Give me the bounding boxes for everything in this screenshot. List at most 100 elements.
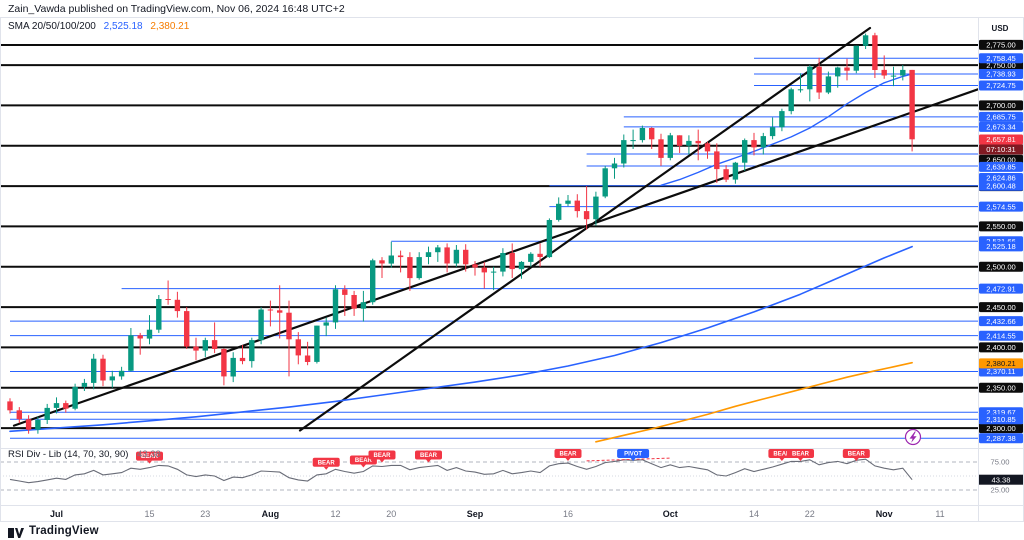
sma-slow-axis-label: 2,380.21 — [979, 358, 1023, 369]
svg-text:2,600.48: 2,600.48 — [986, 181, 1016, 190]
bear-tag: BEAR — [415, 450, 442, 463]
currency-label: USD — [992, 24, 1009, 33]
svg-text:2,500.00: 2,500.00 — [986, 262, 1016, 271]
price-level-label: 2,500.00 — [979, 261, 1023, 272]
price-level-label: 2,350.00 — [979, 382, 1023, 393]
svg-text:2,724.75: 2,724.75 — [986, 81, 1016, 90]
svg-text:12: 12 — [330, 509, 340, 519]
candles-layer — [7, 32, 915, 434]
tradingview-brand[interactable]: TradingView — [29, 525, 99, 537]
svg-text:14: 14 — [749, 509, 759, 519]
current-price-label: 2,657.81 — [979, 134, 1023, 145]
indicator-title: SMA 20/50/100/200 — [8, 21, 96, 32]
svg-text:2,450.00: 2,450.00 — [986, 303, 1016, 312]
svg-text:2,624.86: 2,624.86 — [986, 174, 1016, 183]
svg-text:BEAR: BEAR — [355, 458, 373, 464]
rsi-divergence-line — [586, 457, 671, 462]
svg-text:2,574.55: 2,574.55 — [986, 202, 1016, 211]
svg-text:2,380.21: 2,380.21 — [986, 359, 1016, 368]
svg-text:16: 16 — [563, 509, 573, 519]
svg-text:43.38: 43.38 — [991, 475, 1010, 484]
time-axis[interactable]: Jul 15 23 Aug 12 20 Sep 16 Oct 14 22 Nov 11 — [50, 509, 945, 519]
sma-orange-value: 2,380.21 — [150, 21, 190, 32]
sma-fast-line — [660, 73, 913, 187]
countdown-label: 07:10:31 — [979, 144, 1023, 155]
price-line-label: 2,673.34 — [979, 121, 1023, 132]
price-line-label: 2,758.45 — [979, 53, 1023, 64]
sma-mid-axis-label: 2,525.18 — [979, 241, 1023, 252]
svg-text:2,472.91: 2,472.91 — [986, 284, 1016, 293]
bear-tag: BEAR — [554, 449, 582, 461]
svg-text:2,319.67: 2,319.67 — [986, 408, 1016, 417]
tradingview-logo-icon[interactable] — [8, 524, 24, 538]
svg-text:BEAR: BEAR — [318, 460, 336, 466]
rsi-value-badge: 43.38 — [979, 474, 1023, 485]
svg-text:2,550.00: 2,550.00 — [986, 222, 1016, 231]
price-line-label: 2,738.93 — [979, 69, 1023, 79]
svg-text:23: 23 — [200, 509, 210, 519]
svg-text:22: 22 — [805, 509, 815, 519]
svg-text:2,287.38: 2,287.38 — [986, 434, 1016, 443]
price-line-label: 2,432.66 — [979, 316, 1023, 327]
bear-tag: BEAR — [312, 457, 340, 470]
svg-text:75.00: 75.00 — [990, 458, 1009, 467]
svg-text:2,432.66: 2,432.66 — [986, 317, 1016, 326]
sma-slow-line — [595, 361, 913, 443]
bear-tag: BEAR — [842, 449, 870, 461]
svg-text:2,750.00: 2,750.00 — [986, 61, 1016, 70]
svg-text:PIVOT: PIVOT — [624, 452, 642, 458]
publication-header: Zain_Vawda published on TradingView.com,… — [8, 3, 345, 15]
bear-tag: BEAR — [787, 449, 814, 461]
svg-text:Nov: Nov — [876, 509, 893, 519]
price-line-label: 2,600.48 — [979, 180, 1023, 191]
indicator-legend[interactable]: SMA 20/50/100/200 2,525.18 2,380.21 — [8, 21, 194, 32]
svg-text:2,775.00: 2,775.00 — [986, 41, 1016, 50]
svg-text:2,400.00: 2,400.00 — [986, 343, 1016, 352]
price-level-label: 2,300.00 — [979, 423, 1023, 434]
svg-text:25.00: 25.00 — [990, 486, 1009, 495]
price-line-label: 2,574.55 — [979, 201, 1023, 212]
svg-text:11: 11 — [935, 509, 944, 519]
svg-text:2,738.93: 2,738.93 — [986, 70, 1016, 79]
sma-blue-value: 2,525.18 — [103, 21, 143, 32]
svg-text:BEAR: BEAR — [420, 453, 438, 459]
svg-text:BEAR: BEAR — [373, 453, 391, 459]
flash-icon[interactable] — [904, 428, 922, 446]
price-level-label: 2,550.00 — [979, 221, 1023, 232]
pane-separators — [0, 448, 1024, 506]
svg-text:2,639.85: 2,639.85 — [986, 163, 1016, 172]
svg-text:Jul: Jul — [50, 509, 63, 519]
svg-text:2,673.34: 2,673.34 — [986, 123, 1016, 132]
svg-text:2,685.75: 2,685.75 — [986, 113, 1016, 122]
price-line-label: 2,472.91 — [979, 283, 1023, 294]
svg-text:2,525.18: 2,525.18 — [986, 242, 1016, 251]
pivot-tag: PIVOT — [617, 449, 650, 461]
svg-text:BEAR: BEAR — [559, 452, 577, 458]
rsi-current-value: 43.38 — [137, 449, 161, 460]
svg-text:2,700.00: 2,700.00 — [986, 101, 1016, 110]
svg-text:2,758.45: 2,758.45 — [986, 54, 1016, 63]
svg-text:2,310.85: 2,310.85 — [986, 415, 1016, 424]
price-level-label: 2,775.00 — [979, 39, 1023, 50]
sma-mid-line — [9, 245, 913, 433]
svg-text:BEAR: BEAR — [848, 452, 866, 458]
rsi-indicator-title: RSI Div - Lib (14, 70, 30, 90) — [8, 449, 129, 460]
rsi-indicator-legend[interactable]: RSI Div - Lib (14, 70, 30, 90) 43.38 — [8, 449, 161, 460]
svg-text:2,350.00: 2,350.00 — [986, 383, 1016, 392]
bear-tag: BEAR — [368, 450, 396, 463]
price-line-label: 2,370.11 — [979, 366, 1023, 377]
svg-text:2,414.55: 2,414.55 — [986, 331, 1016, 340]
svg-text:2,657.81: 2,657.81 — [986, 135, 1016, 144]
svg-text:20: 20 — [386, 509, 396, 519]
price-line-label: 2,624.86 — [979, 173, 1023, 183]
svg-text:2,300.00: 2,300.00 — [986, 424, 1016, 433]
price-axis[interactable]: USD 2,775.00 2,750.00 2,700.00 2,650.00 2,600… — [978, 18, 1024, 521]
svg-text:Oct: Oct — [663, 509, 678, 519]
price-line-label: 2,639.85 — [979, 161, 1023, 172]
price-line-label: 2,414.55 — [979, 330, 1023, 341]
svg-text:2,650.00: 2,650.00 — [986, 156, 1016, 165]
svg-text:15: 15 — [144, 509, 154, 519]
price-line-label: 2,310.85 — [979, 414, 1023, 425]
